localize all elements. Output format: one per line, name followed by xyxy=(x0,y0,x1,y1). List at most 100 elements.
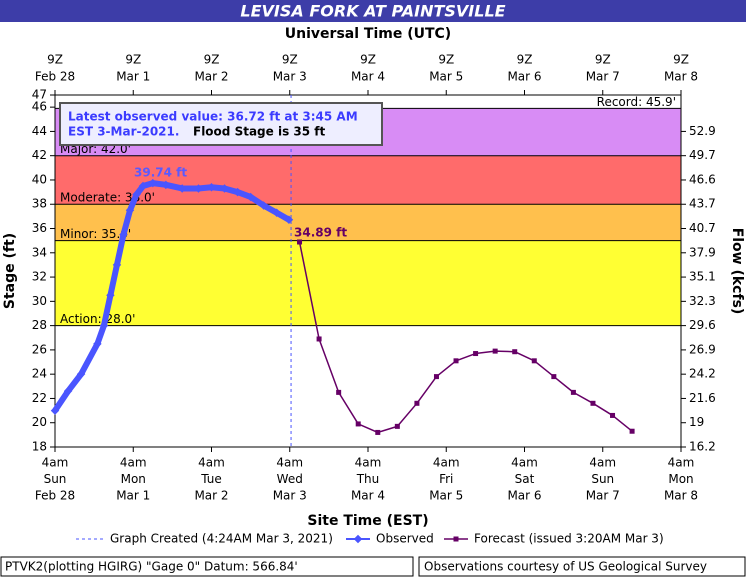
x-tick-label: Mar 7 xyxy=(586,489,620,503)
x2-tick-label: 9Z xyxy=(47,53,63,67)
y-tick-label: 22 xyxy=(32,391,47,405)
x-tick-label: Mar 4 xyxy=(351,489,385,503)
x2-tick-label: 9Z xyxy=(125,53,141,67)
observed-marker xyxy=(233,187,242,197)
legend-created: Graph Created (4:24AM Mar 3, 2021) xyxy=(110,532,333,546)
y2-tick-label: 49.7 xyxy=(689,148,716,162)
forecast-marker xyxy=(590,400,596,406)
x-tick-label: Mar 2 xyxy=(194,489,228,503)
x-tick-label: Thu xyxy=(356,472,380,486)
y-tick-label: 26 xyxy=(32,342,47,356)
y-tick-label: 47 xyxy=(32,88,47,102)
latest-line-3: Flood Stage is 35 ft xyxy=(193,125,325,139)
x2-tick-label: 9Z xyxy=(673,53,689,67)
observed-marker xyxy=(272,208,281,217)
y-tick-label: 42 xyxy=(32,148,47,162)
x-tick-label: 4am xyxy=(511,456,538,470)
y2-tick-label: 35.1 xyxy=(689,270,716,284)
footer-left-box xyxy=(0,556,414,577)
x-tick-label: Sun xyxy=(44,472,67,486)
x2-tick-label: Mar 7 xyxy=(586,70,620,84)
y-tick-label: 30 xyxy=(32,294,47,308)
observed-marker xyxy=(76,369,86,379)
x-tick-label: Sat xyxy=(515,472,535,486)
x-tick-label: Tue xyxy=(200,472,222,486)
observed-marker xyxy=(207,183,216,192)
latest-line-1: Latest observed value: 36.72 ft at 3:45 … xyxy=(68,110,358,124)
observed-marker xyxy=(132,190,141,199)
chart-title: LEVISA FORK AT PAINTSVILLE xyxy=(240,2,505,21)
x-tick-label: Mon xyxy=(668,472,693,486)
x-tick-label: 4am xyxy=(668,456,695,470)
forecast-marker xyxy=(316,336,322,342)
y2-tick-label: 32.3 xyxy=(689,294,716,308)
y2-tick-label: 37.9 xyxy=(689,245,716,259)
y-tick-label: 18 xyxy=(32,440,47,454)
x2-tick-label: 9Z xyxy=(204,53,220,67)
forecast-marker xyxy=(433,374,439,380)
observed-marker xyxy=(194,184,203,193)
y-tick-label: 40 xyxy=(32,172,47,186)
forecast-line xyxy=(298,241,633,434)
x-tick-label: Feb 28 xyxy=(35,489,75,503)
title-bar xyxy=(0,0,746,22)
flood-label: Minor: 35.0' xyxy=(60,227,131,241)
x-tick-label: Sun xyxy=(591,472,614,486)
x2-tick-label: 9Z xyxy=(282,53,298,67)
y-tick-label: 20 xyxy=(32,415,47,429)
y-tick-label: 44 xyxy=(32,124,47,138)
forecast-marker xyxy=(492,348,498,354)
x-tick-label: 4am xyxy=(276,456,303,470)
x-tick-label: Mon xyxy=(121,472,146,486)
observed-marker xyxy=(112,260,122,270)
x-tick-label: Mar 1 xyxy=(116,489,150,503)
legend-observed-marker xyxy=(353,534,363,544)
observed-marker xyxy=(125,206,135,215)
flood-band xyxy=(55,204,681,241)
x2-tick-label: Mar 1 xyxy=(116,70,150,84)
x2-tick-label: Mar 4 xyxy=(351,70,385,84)
x2-tick-label: 9Z xyxy=(517,53,533,67)
forecast-marker xyxy=(551,374,557,380)
forecast-marker xyxy=(375,429,381,435)
forecast-marker xyxy=(629,428,635,434)
flood-band xyxy=(55,155,681,205)
observed-marker xyxy=(106,291,115,300)
legend-observed: Observed xyxy=(376,532,434,546)
footer-left: PTVK2(plotting HGIRG) "Gage 0" Datum: 56… xyxy=(5,560,298,574)
observed-marker xyxy=(284,215,294,225)
forecast-marker xyxy=(473,351,479,357)
x2-tick-label: Mar 3 xyxy=(273,70,307,84)
forecast-marker xyxy=(355,421,361,427)
x-tick-label: 4am xyxy=(120,456,147,470)
forecast-marker xyxy=(336,389,342,395)
x-tick-label: 4am xyxy=(42,456,69,470)
footer-right: Observations courtesy of US Geological S… xyxy=(424,560,707,574)
x-tick-label: Wed xyxy=(277,472,303,486)
y-tick-label: 38 xyxy=(32,197,47,211)
observed-marker xyxy=(148,178,158,188)
observed-line xyxy=(52,180,291,413)
x-axis-title: Site Time (EST) xyxy=(307,513,428,529)
x2-tick-label: 9Z xyxy=(360,53,376,67)
observed-marker xyxy=(161,180,171,190)
observed-marker xyxy=(259,201,268,210)
x2-tick-label: Mar 5 xyxy=(429,70,463,84)
y-tick-label: 28 xyxy=(32,318,47,332)
y-tick-label: 34 xyxy=(32,245,47,259)
x2-tick-label: Mar 6 xyxy=(507,70,541,84)
y2-tick-label: 40.7 xyxy=(689,221,716,235)
forecast-marker xyxy=(297,239,303,245)
forecast-marker xyxy=(394,423,400,429)
observed-marker xyxy=(63,386,73,396)
observed-marker xyxy=(50,406,60,415)
y2-tick-label: 46.6 xyxy=(689,172,716,186)
legend-forecast-marker xyxy=(453,536,459,542)
forecast-marker xyxy=(570,389,576,395)
record-label: Record: 45.9' xyxy=(597,95,676,109)
y2-tick-label: 21.6 xyxy=(689,391,716,405)
y2-tick-label: 52.9 xyxy=(689,124,716,138)
y2-tick-label: 16.2 xyxy=(689,440,716,454)
forecast-marker xyxy=(531,358,537,364)
